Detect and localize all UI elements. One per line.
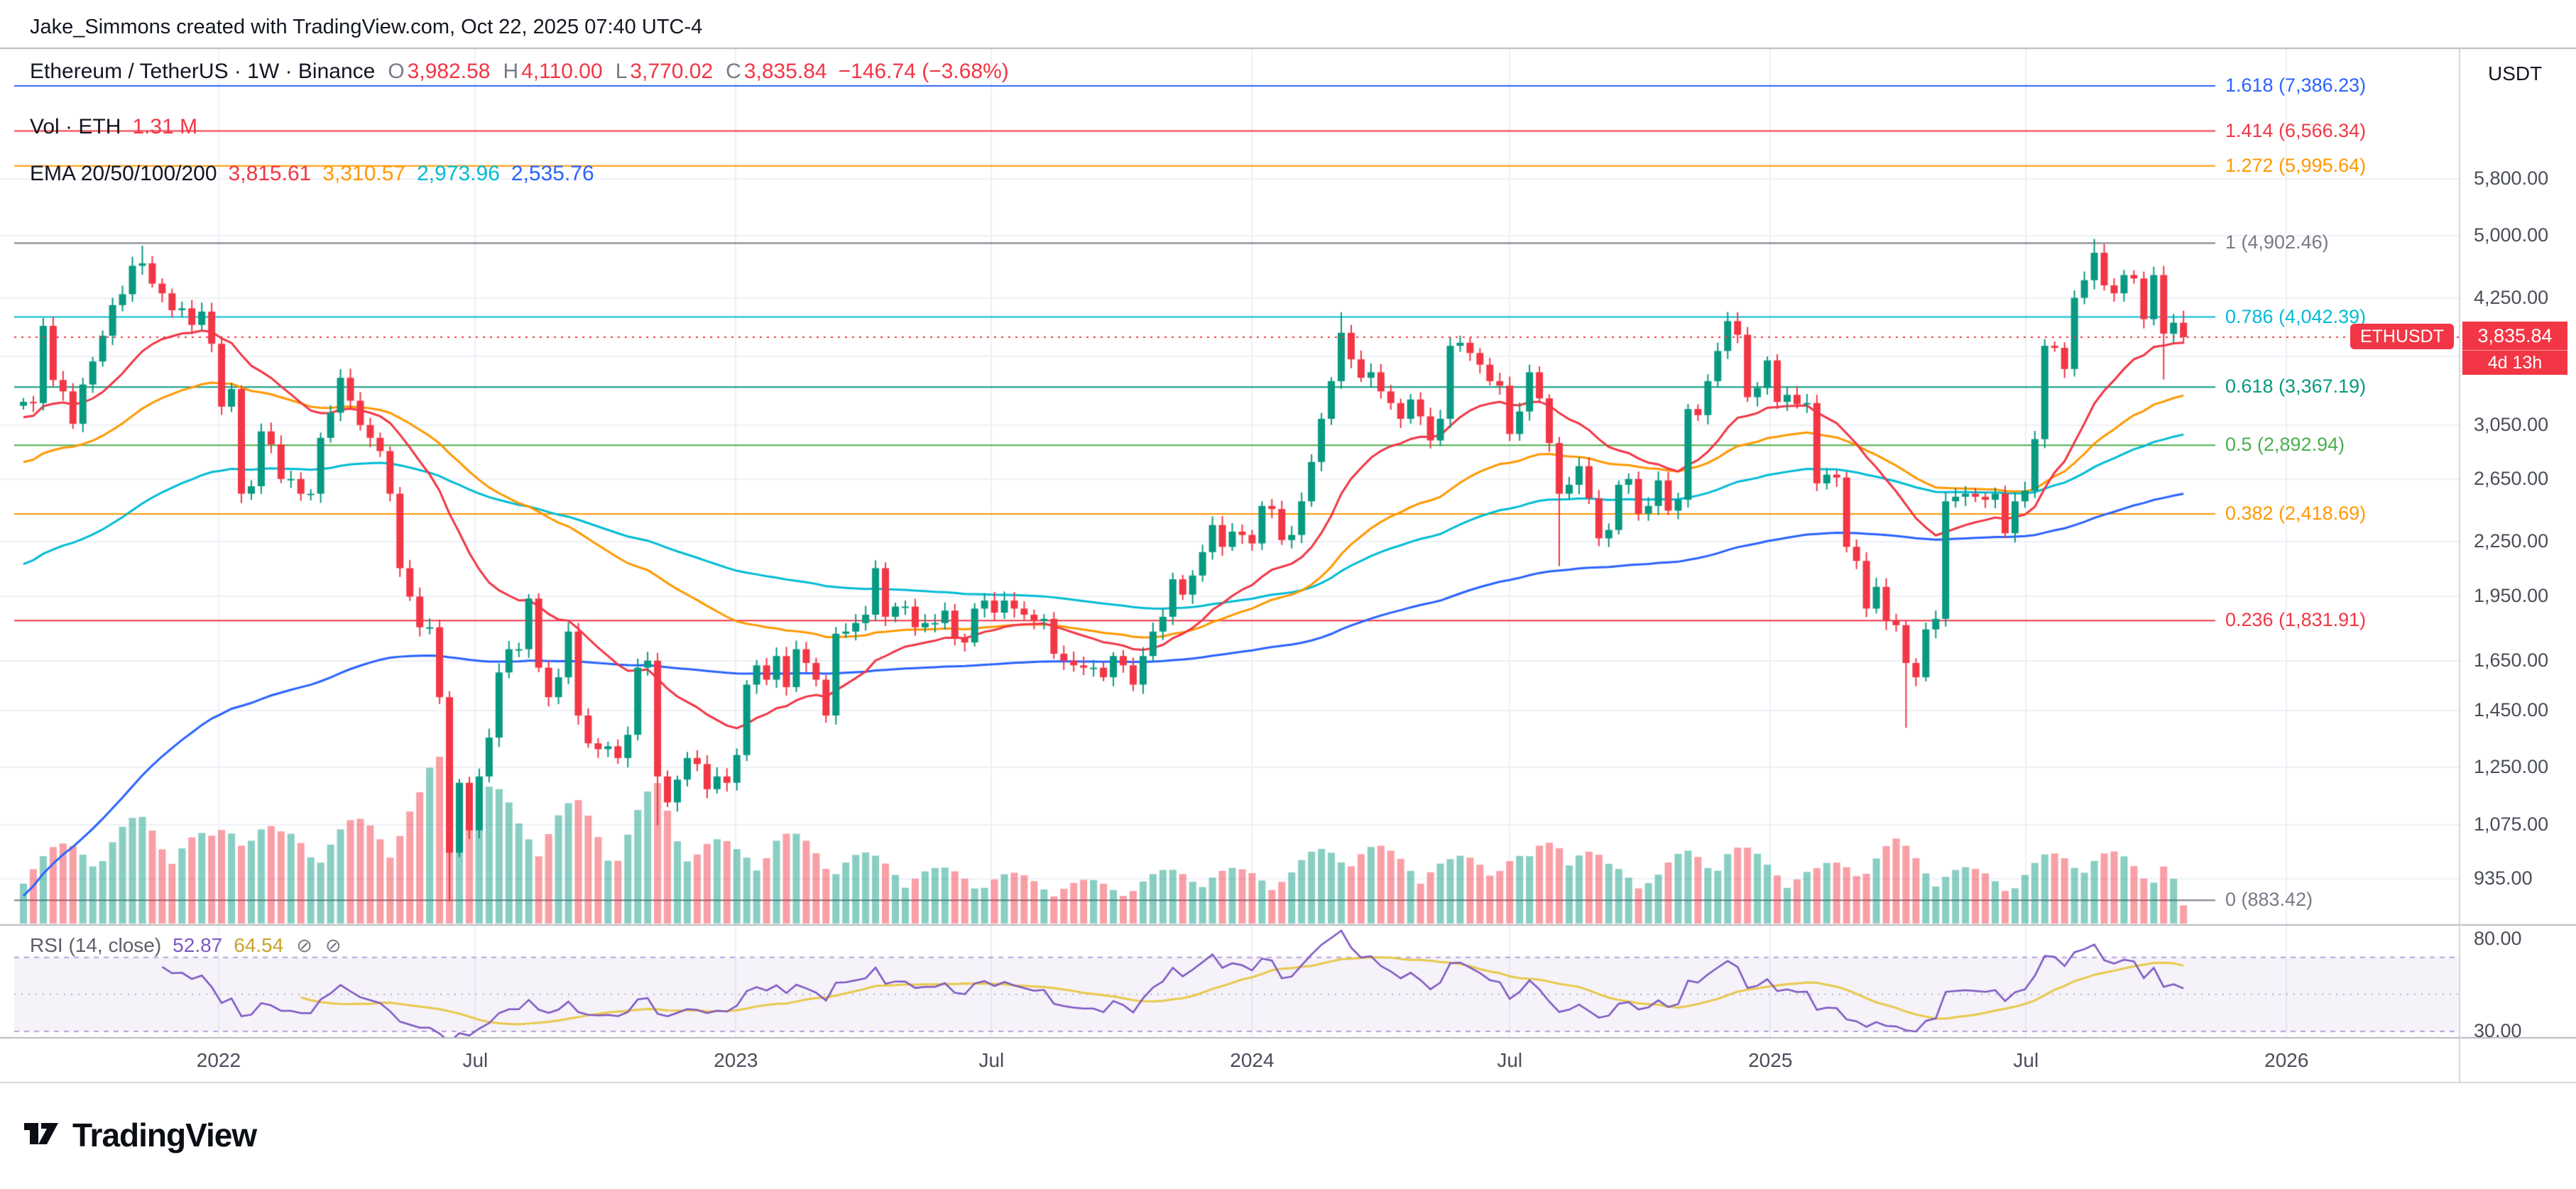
open-label: O: [388, 60, 405, 83]
symbol-price-tag: ETHUSDT: [2349, 323, 2454, 349]
high-label: H: [503, 60, 519, 83]
tradingview-footer[interactable]: TradingView: [21, 1113, 257, 1156]
price-axis-tick[interactable]: 1,075.00: [2474, 813, 2549, 835]
symbol-title: Ethereum / TetherUS · 1W · Binance: [30, 60, 376, 83]
current-price-badge: 3,835.84: [2462, 321, 2567, 350]
rsi-value: 52.87: [173, 934, 223, 956]
fib-level-label: 0.236 (1,831.91): [2225, 609, 2367, 631]
ema100-value: 2,973.96: [417, 162, 500, 185]
price-axis-tick[interactable]: 5,800.00: [2474, 167, 2549, 189]
rsi-input-toggle-icon[interactable]: ⊘: [296, 935, 312, 956]
close-label: C: [726, 60, 741, 83]
time-axis-tick[interactable]: Jul: [2013, 1049, 2039, 1071]
attribution-text: Jake_Simmons created with TradingView.co…: [30, 16, 703, 38]
price-axis-tick[interactable]: 2,250.00: [2474, 530, 2549, 552]
price-axis-tick[interactable]: 2,650.00: [2474, 467, 2549, 489]
rsi-axis-tick[interactable]: 80.00: [2474, 927, 2522, 949]
rsi-axis-tick[interactable]: 30.00: [2474, 1020, 2522, 1041]
rsi-legend: RSI (14, close) 52.87 64.54 ⊘ ⊘: [30, 934, 342, 957]
bar-countdown-badge: 4d 13h: [2462, 349, 2567, 375]
price-axis-tick[interactable]: 3,050.00: [2474, 413, 2549, 435]
price-axis-tick[interactable]: 5,000.00: [2474, 224, 2549, 246]
price-axis-tick[interactable]: 4,250.00: [2474, 286, 2549, 308]
fib-level-label: 0.5 (2,892.94): [2225, 434, 2345, 456]
time-axis-tick[interactable]: 2026: [2264, 1049, 2309, 1071]
ema-legend: EMA 20/50/100/200 3,815.61 3,310.57 2,97…: [30, 162, 594, 186]
volume-value: 1.31 M: [132, 115, 198, 138]
time-axis-tick[interactable]: 2025: [1748, 1049, 1793, 1071]
volume-label: Vol · ETH: [30, 115, 121, 138]
price-axis-tick[interactable]: 1,950.00: [2474, 585, 2549, 607]
price-axis-tick[interactable]: 1,250.00: [2474, 755, 2549, 777]
ema50-value: 3,310.57: [322, 162, 406, 185]
ema200-value: 2,535.76: [511, 162, 594, 185]
volume-legend: Vol · ETH 1.31 M: [30, 115, 197, 139]
time-axis-tick[interactable]: Jul: [1497, 1049, 1523, 1071]
low-value: 3,770.02: [630, 60, 714, 83]
fib-level-label: 0 (883.42): [2225, 889, 2313, 911]
symbol-legend: Ethereum / TetherUS · 1W · Binance O 3,9…: [30, 60, 1009, 84]
fib-level-label: 1 (4,902.46): [2225, 231, 2329, 253]
fib-level-label: 0.618 (3,367.19): [2225, 376, 2367, 398]
rsi-input-toggle-icon[interactable]: ⊘: [324, 935, 342, 956]
fib-level-label: 0.786 (4,042.39): [2225, 305, 2367, 327]
close-value: 3,835.84: [743, 60, 827, 83]
tradingview-logo-icon: [21, 1113, 61, 1156]
price-axis-currency[interactable]: USDT: [2488, 62, 2543, 84]
open-value: 3,982.58: [407, 60, 491, 83]
fib-level-label: 0.382 (2,418.69): [2225, 503, 2367, 525]
rsi-title: RSI (14, close): [30, 934, 162, 956]
fib-level-label: 1.414 (6,566.34): [2225, 119, 2367, 141]
low-label: L: [615, 60, 628, 83]
price-axis-tick[interactable]: 1,650.00: [2474, 649, 2549, 671]
rsi-ma-value: 64.54: [234, 934, 284, 956]
fib-level-label: 1.618 (7,386.23): [2225, 74, 2367, 96]
price-axis-tick[interactable]: 935.00: [2474, 867, 2533, 889]
time-axis-tick[interactable]: 2022: [196, 1049, 241, 1071]
time-axis-tick[interactable]: Jul: [462, 1049, 489, 1071]
high-value: 4,110.00: [521, 60, 603, 83]
price-axis-tick[interactable]: 1,450.00: [2474, 698, 2549, 720]
fib-level-label: 1.272 (5,995.64): [2225, 154, 2367, 176]
time-axis-tick[interactable]: 2024: [1230, 1049, 1275, 1071]
time-axis-tick[interactable]: Jul: [978, 1049, 1005, 1071]
ema20-value: 3,815.61: [228, 162, 312, 185]
change-value: −146.74 (−3.68%): [838, 60, 1009, 83]
tradingview-wordmark: TradingView: [72, 1116, 257, 1154]
ema-label: EMA 20/50/100/200: [30, 162, 217, 185]
time-axis-tick[interactable]: 2023: [714, 1049, 758, 1071]
